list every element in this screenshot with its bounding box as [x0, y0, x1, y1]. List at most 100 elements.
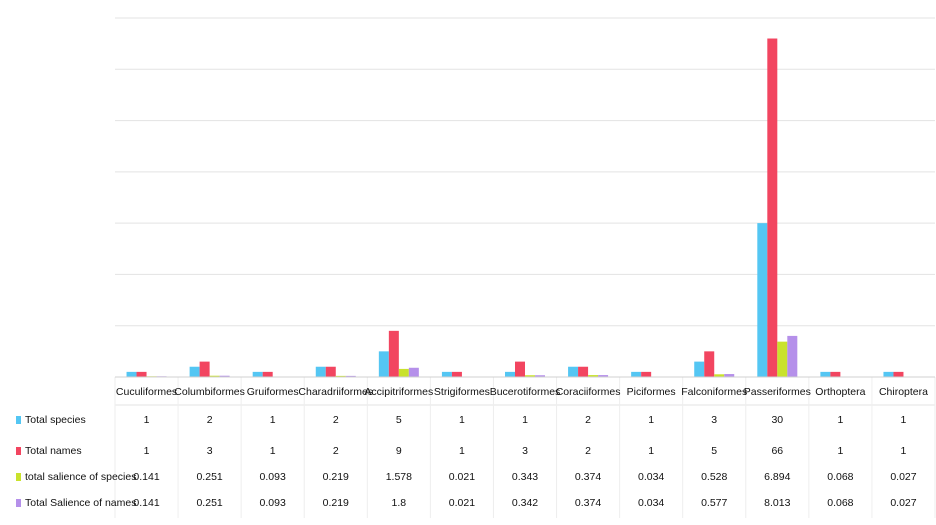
table-cell: 0.528	[701, 471, 727, 483]
table-cell: 3	[522, 445, 528, 457]
table-cell: 5	[396, 414, 402, 426]
x-tick-label: Orthoptera	[815, 386, 865, 398]
x-tick-label: Cuculiformes	[116, 386, 177, 398]
table-cell: 0.374	[575, 497, 601, 509]
table-cell: 2	[585, 414, 591, 426]
bar	[893, 371, 904, 377]
table-cell: 2	[585, 445, 591, 457]
table-cell: 0.251	[196, 497, 222, 509]
x-tick-label: Piciformes	[627, 386, 676, 398]
bar	[408, 367, 419, 377]
table-cell: 0.219	[323, 471, 349, 483]
bar	[777, 341, 788, 377]
legend-key	[16, 416, 21, 424]
table-cell: 1.578	[386, 471, 412, 483]
bar	[345, 375, 356, 377]
table-cell: 1	[648, 414, 654, 426]
bar	[598, 375, 609, 377]
legend-label: Total species	[25, 414, 86, 426]
table-cell: 0.141	[133, 497, 159, 509]
table-cell: 0.027	[890, 471, 916, 483]
table-cell: 1	[837, 414, 843, 426]
table-cell: 0.034	[638, 497, 664, 509]
table-cell: 0.093	[260, 497, 286, 509]
table-cell: 0.021	[449, 471, 475, 483]
table-cell: 66	[771, 445, 783, 457]
table-cell: 0.251	[196, 471, 222, 483]
bar	[315, 366, 326, 377]
bar	[378, 351, 389, 377]
bar	[714, 374, 725, 377]
legend-key	[16, 447, 21, 455]
legend-label: Total names	[25, 445, 82, 457]
bar	[335, 375, 346, 377]
table-cell: 6.894	[764, 471, 790, 483]
legend-key	[16, 499, 21, 507]
bar	[325, 366, 336, 377]
x-tick-label: Passeriformes	[744, 386, 811, 398]
bar	[787, 335, 798, 377]
table-cell: 30	[771, 414, 783, 426]
table-cell: 8.013	[764, 497, 790, 509]
table-cell: 1	[522, 414, 528, 426]
table-cell: 0.034	[638, 471, 664, 483]
bar	[724, 374, 735, 377]
bar	[568, 366, 579, 377]
x-tick-label: Chiroptera	[879, 386, 928, 398]
bar	[883, 371, 894, 377]
x-tick-label: Coraciiformes	[556, 386, 621, 398]
bar	[441, 371, 452, 377]
table-cell: 0.219	[323, 497, 349, 509]
bar	[451, 371, 462, 377]
bar	[199, 361, 210, 377]
bar	[631, 371, 642, 377]
table-cell: 0.343	[512, 471, 538, 483]
bar	[694, 361, 705, 377]
table-cell: 0.374	[575, 471, 601, 483]
table-cell: 0.068	[827, 471, 853, 483]
bar	[136, 371, 147, 377]
table-cell: 5	[711, 445, 717, 457]
x-tick-label: Accipitriformes	[364, 386, 433, 398]
table-cell: 3	[711, 414, 717, 426]
table-cell: 0.577	[701, 497, 727, 509]
bar	[578, 366, 589, 377]
table-cell: 9	[396, 445, 402, 457]
bar	[189, 366, 200, 377]
bar	[588, 375, 599, 377]
table-cell: 0.342	[512, 497, 538, 509]
bar	[219, 375, 230, 377]
x-tick-label: Falconiformes	[681, 386, 747, 398]
table-cell: 0.141	[133, 471, 159, 483]
bar	[505, 371, 515, 377]
bar	[830, 371, 841, 377]
bar	[398, 368, 409, 377]
bar	[535, 375, 545, 377]
table-cell: 0.093	[260, 471, 286, 483]
bar	[525, 375, 535, 377]
bar	[767, 38, 778, 378]
bar	[704, 351, 715, 377]
x-tick-label: Charadriiformes	[298, 386, 373, 398]
table-cell: 1	[144, 445, 150, 457]
table-cell: 0.068	[827, 497, 853, 509]
table-cell: 0.021	[449, 497, 475, 509]
table-cell: 1	[901, 445, 907, 457]
table-cell: 1	[901, 414, 907, 426]
table-cell: 0.027	[890, 497, 916, 509]
bar	[262, 371, 273, 377]
table-cell: 1.8	[392, 497, 407, 509]
legend-key	[16, 473, 21, 481]
bar	[252, 371, 263, 377]
bar	[388, 330, 399, 377]
bar	[820, 371, 831, 377]
table-cell: 3	[207, 445, 213, 457]
table-cell: 2	[333, 445, 339, 457]
table-cell: 1	[144, 414, 150, 426]
x-tick-label: Gruiformes	[247, 386, 299, 398]
table-cell: 1	[270, 445, 276, 457]
table-cell: 2	[333, 414, 339, 426]
table-cell: 1	[459, 414, 465, 426]
table-cell: 1	[270, 414, 276, 426]
